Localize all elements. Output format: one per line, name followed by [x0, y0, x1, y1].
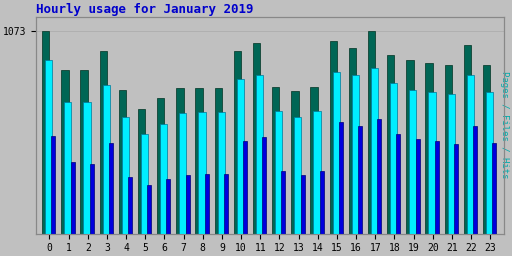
Bar	[256, 75, 263, 233]
Bar	[467, 75, 474, 233]
Bar	[454, 144, 458, 233]
Bar	[282, 171, 285, 233]
Bar	[339, 122, 343, 233]
Bar	[109, 143, 113, 233]
Bar	[234, 51, 241, 233]
Bar	[483, 65, 490, 233]
Bar	[157, 98, 164, 233]
Bar	[333, 72, 340, 233]
Bar	[176, 88, 184, 233]
Bar	[291, 91, 298, 233]
Bar	[196, 88, 203, 233]
Bar	[301, 175, 305, 233]
Bar	[100, 51, 107, 233]
Text: Hourly usage for January 2019: Hourly usage for January 2019	[36, 3, 253, 16]
Bar	[447, 94, 455, 233]
Bar	[387, 55, 394, 233]
Bar	[179, 113, 186, 233]
Bar	[275, 111, 282, 233]
Bar	[90, 164, 94, 233]
Bar	[492, 143, 496, 233]
Bar	[141, 134, 148, 233]
Bar	[320, 171, 324, 233]
Bar	[253, 43, 260, 233]
Bar	[198, 112, 206, 233]
Bar	[45, 60, 52, 233]
Bar	[61, 70, 69, 233]
Bar	[429, 92, 436, 233]
Bar	[102, 85, 110, 233]
Bar	[416, 139, 420, 233]
Bar	[215, 88, 222, 233]
Bar	[486, 92, 493, 233]
Y-axis label: Pages / Files / Hits: Pages / Files / Hits	[500, 71, 509, 179]
Bar	[64, 102, 72, 233]
Bar	[83, 102, 91, 233]
Bar	[313, 111, 321, 233]
Bar	[205, 174, 209, 233]
Bar	[237, 79, 244, 233]
Bar	[396, 134, 400, 233]
Bar	[122, 117, 129, 233]
Bar	[138, 109, 145, 233]
Bar	[243, 141, 247, 233]
Bar	[128, 177, 132, 233]
Bar	[377, 119, 381, 233]
Bar	[71, 162, 75, 233]
Bar	[51, 136, 55, 233]
Bar	[330, 41, 337, 233]
Bar	[409, 90, 416, 233]
Bar	[262, 137, 266, 233]
Bar	[425, 63, 433, 233]
Bar	[119, 90, 126, 233]
Bar	[352, 75, 359, 233]
Bar	[349, 48, 356, 233]
Bar	[473, 126, 477, 233]
Bar	[390, 83, 397, 233]
Bar	[160, 124, 167, 233]
Bar	[294, 117, 302, 233]
Bar	[368, 31, 375, 233]
Bar	[166, 179, 170, 233]
Bar	[80, 70, 88, 233]
Bar	[272, 87, 280, 233]
Bar	[358, 126, 362, 233]
Bar	[185, 175, 189, 233]
Bar	[224, 174, 228, 233]
Bar	[435, 141, 439, 233]
Bar	[310, 87, 318, 233]
Bar	[371, 68, 378, 233]
Bar	[218, 112, 225, 233]
Bar	[147, 185, 151, 233]
Bar	[444, 65, 452, 233]
Bar	[407, 60, 414, 233]
Bar	[464, 45, 471, 233]
Bar	[42, 31, 50, 233]
